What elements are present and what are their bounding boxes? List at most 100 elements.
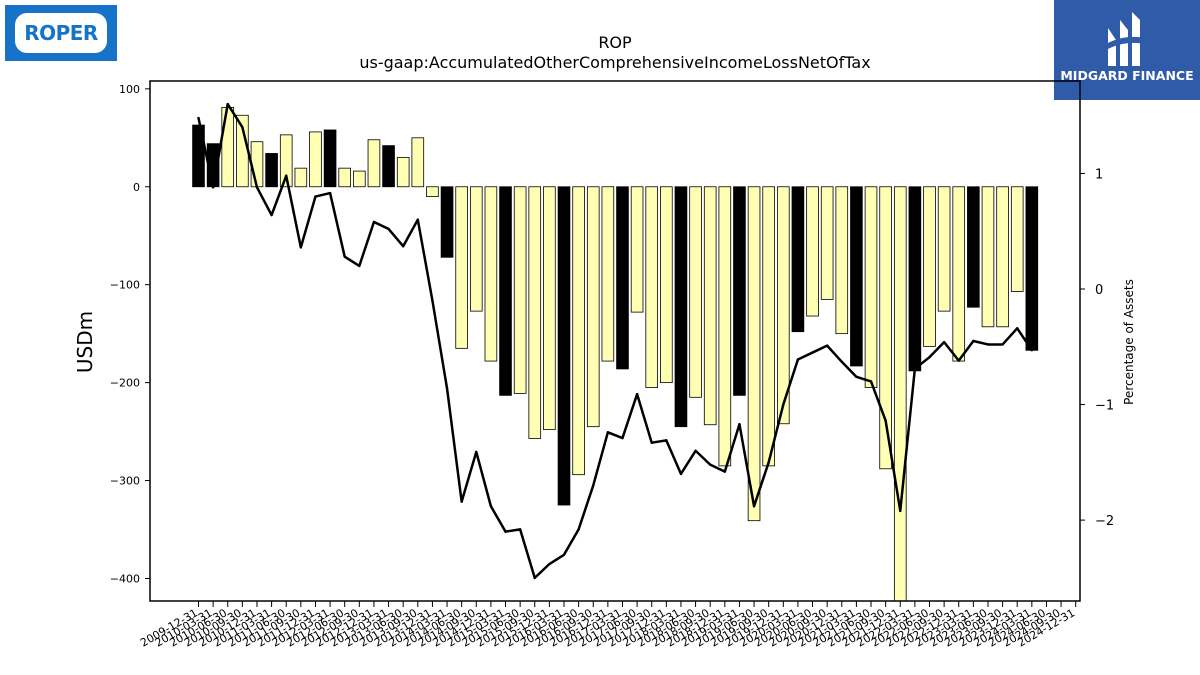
line-point [1016,327,1019,330]
chart-subtitle: us-gaap:AccumulatedOtherComprehensiveInc… [359,53,870,72]
roper-logo-badge: ROPER [15,13,107,53]
line-point [241,126,244,129]
line-point [957,359,960,362]
y-tick-label: −100 [110,279,140,292]
bar [250,141,264,188]
line-point [387,227,390,231]
line-point [255,186,259,189]
line-point [811,351,814,354]
line-point [270,213,273,217]
line-point [314,195,317,198]
axes: 1000−100−200−300−40010−1−22009-12-312010… [110,80,1114,650]
line-point [197,116,200,120]
line-point [665,439,668,442]
line-point [475,450,478,454]
roper-logo: ROPER [5,5,117,61]
line-point [972,339,975,343]
y2-axis-label: Percentage of Assets [1122,279,1136,405]
bar [586,186,600,428]
bar [733,186,746,396]
y-tick-label: −300 [110,475,140,488]
line-point [343,255,346,258]
line-point [211,186,215,189]
line-point [928,355,931,359]
line-point [723,470,727,473]
line-point [767,461,770,464]
bar [601,186,615,362]
line-point [650,441,653,444]
bar [908,186,922,372]
bar [572,186,585,476]
line-point [533,576,536,580]
bar [557,186,571,506]
line-point [226,102,229,106]
y2-tick-label: −1 [1095,399,1114,414]
bar [718,186,732,467]
bar [981,186,995,328]
bar [689,186,702,398]
bar [499,186,512,396]
bar [484,186,498,362]
line-point [825,344,829,347]
bar [543,186,556,431]
line-point [548,562,551,566]
bar-series [192,107,1039,602]
line-point [299,246,303,249]
line-point [358,264,361,268]
line-point [401,245,405,248]
line-point [782,403,785,406]
line-point [796,358,800,361]
y-tick-label: 0 [133,181,140,194]
roper-logo-text: ROPER [24,21,98,45]
line-point [562,553,566,556]
bar [396,156,410,188]
line-point [1001,343,1004,346]
bar [630,186,644,313]
bar [967,186,980,308]
bar [382,145,395,188]
bar [835,186,849,335]
line-point [606,431,610,434]
bar [791,186,805,333]
bar [660,186,673,384]
y-tick-label: −200 [110,377,140,390]
line-point [445,387,449,390]
y-tick-label: −400 [110,572,140,585]
bar [850,186,863,367]
line-point [738,423,741,426]
line-point [460,500,463,503]
bar [616,186,629,370]
line-point [431,299,434,302]
line-point [504,530,507,533]
bar [937,186,951,312]
line-point [1030,349,1034,352]
line-point [416,218,419,221]
bar [674,186,688,428]
y-tick-label: 100 [119,83,140,96]
bar [806,186,819,317]
y2-tick-label: −2 [1095,514,1114,529]
line-point [285,174,288,177]
midgard-finance-text: MIDGARD FINANCE [1060,68,1194,83]
line-point [942,340,946,344]
line-point [592,484,595,487]
plot-frame [149,80,1081,602]
y-axis-label: USDm [73,311,97,373]
line-point [372,220,376,224]
bar [952,186,966,362]
bar [645,186,659,388]
line-point [752,505,756,508]
bar [1010,186,1024,292]
bar [528,186,542,439]
line-point [709,463,712,466]
bar [440,186,454,258]
line-point [899,509,902,513]
percentage-line [197,102,1033,580]
bar [703,186,717,426]
line-point [694,449,697,452]
bar [353,170,366,188]
y2-tick-label: 0 [1095,283,1103,298]
line-point [884,419,887,422]
bar [279,134,293,188]
